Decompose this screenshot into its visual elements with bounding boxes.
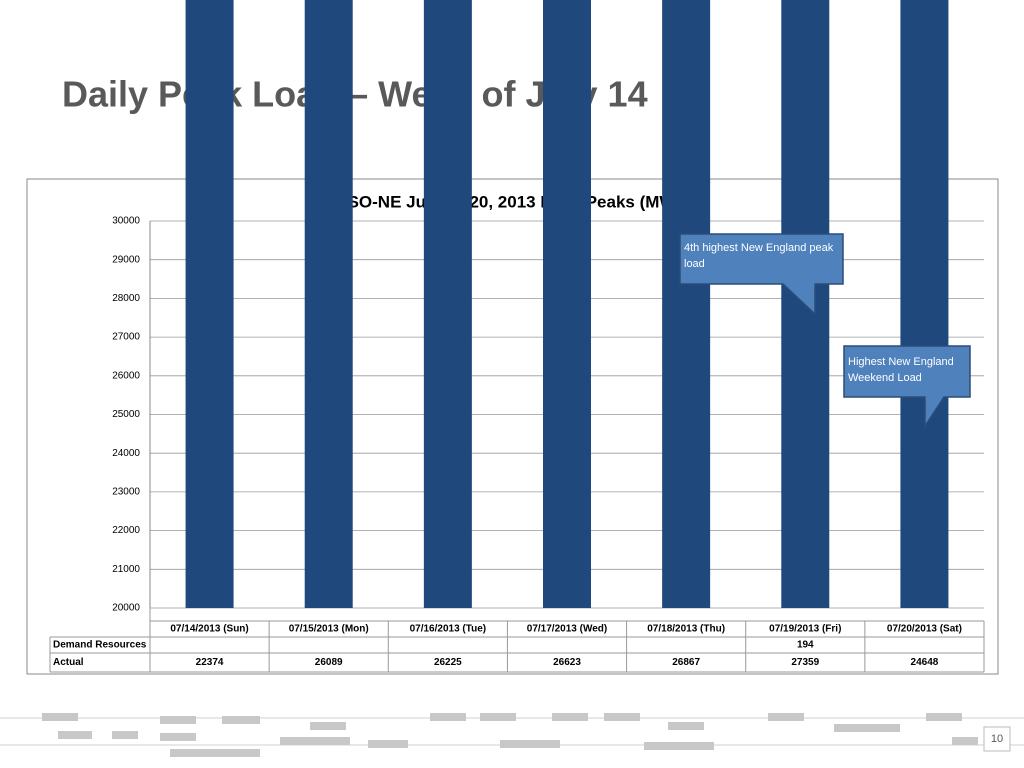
bar (662, 0, 711, 609)
page-number-box (983, 726, 1011, 752)
table-row-label: Demand Resources (53, 640, 147, 651)
x-tick-label: 07/19/2013 (Fri) (769, 624, 841, 635)
circuit-decoration (0, 713, 1024, 757)
x-tick-label: 07/17/2013 (Wed) (527, 624, 607, 635)
table-value: 26623 (553, 657, 581, 668)
table-value: 26225 (434, 657, 462, 668)
table-value: 22374 (196, 657, 224, 668)
y-tick-label: 27000 (112, 332, 140, 343)
chart-title: ISO-NE July 14-20, 2013 Daily Peaks (MW) (343, 192, 681, 211)
chart: 20000 21000 22000 23000 24000 25000 26000 27000… (49, 0, 985, 673)
x-tick-label: 07/20/2013 (Sat) (887, 624, 962, 635)
y-tick-label: 20000 (112, 603, 140, 614)
y-tick-label: 29000 (112, 254, 140, 265)
y-tick-label: 24000 (112, 448, 140, 459)
x-tick-label: 07/15/2013 (Mon) (289, 624, 369, 635)
bar (900, 0, 949, 608)
callout: Highest New England Weekend Load (843, 345, 971, 429)
x-tick-label: 07/14/2013 (Sun) (170, 624, 248, 635)
callout-text: Highest New England Weekend Load (848, 356, 954, 384)
x-tick-label: 07/16/2013 (Tue) (410, 624, 487, 635)
y-tick-label: 21000 (112, 564, 140, 575)
y-tick-label: 22000 (112, 525, 140, 536)
bar (543, 0, 591, 608)
y-tick-label: 23000 (112, 487, 140, 498)
table-value: 24648 (911, 657, 939, 668)
y-tick-label: 28000 (112, 293, 140, 304)
table-value: 27359 (791, 657, 819, 668)
bar (304, 0, 353, 608)
bar (185, 0, 234, 608)
callout: 4th highest New England peak load (679, 233, 844, 316)
table-row-label: Actual (53, 657, 84, 668)
x-tick-label: 07/18/2013 (Thu) (647, 624, 725, 635)
callout-text: 4th highest New England peak load (684, 242, 834, 270)
chart-frame (26, 178, 999, 675)
y-tick-label: 26000 (112, 370, 140, 381)
y-tick-label: 30000 (112, 216, 140, 227)
page-number: 10 (991, 733, 1003, 745)
y-tick-label: 25000 (112, 409, 140, 420)
bar (423, 0, 472, 608)
table-value: 26089 (315, 657, 343, 668)
table-value: 194 (797, 640, 814, 651)
table-value: 26867 (672, 657, 700, 668)
